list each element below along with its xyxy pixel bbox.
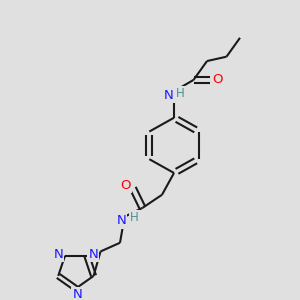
Text: N: N: [53, 248, 63, 261]
Text: H: H: [130, 211, 139, 224]
Text: O: O: [120, 179, 130, 192]
Text: N: N: [88, 248, 98, 261]
Text: O: O: [212, 74, 223, 86]
Text: N: N: [164, 89, 173, 102]
Text: H: H: [176, 87, 185, 100]
Text: N: N: [73, 288, 82, 300]
Text: N: N: [117, 214, 126, 227]
